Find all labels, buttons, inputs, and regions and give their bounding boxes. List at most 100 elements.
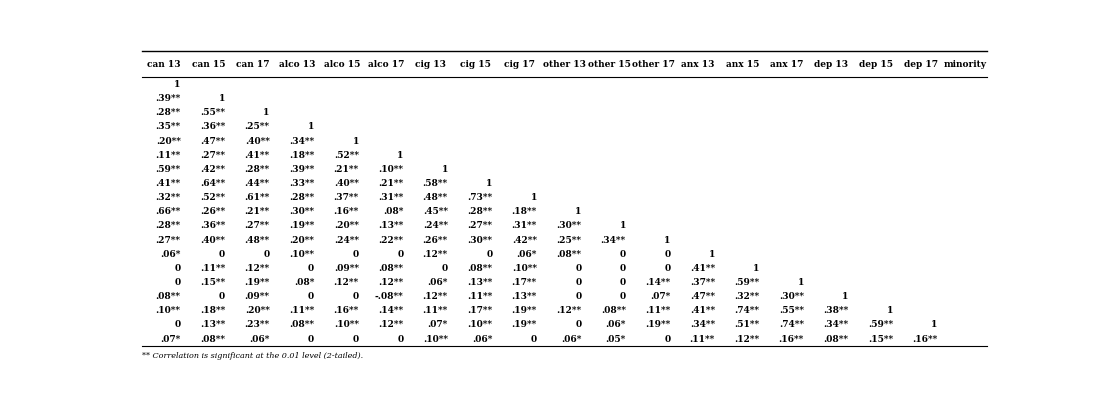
Text: 0: 0: [397, 250, 403, 259]
Text: .42**: .42**: [512, 235, 537, 245]
Text: .41**: .41**: [690, 306, 715, 315]
Text: .14**: .14**: [378, 306, 403, 315]
Text: .15**: .15**: [867, 334, 893, 344]
Text: .28**: .28**: [289, 193, 314, 202]
Text: .12**: .12**: [423, 250, 448, 259]
Text: .06*: .06*: [160, 250, 181, 259]
Text: .08**: .08**: [200, 334, 225, 344]
Text: .20**: .20**: [290, 235, 314, 245]
Text: .11**: .11**: [646, 306, 671, 315]
Text: .42**: .42**: [200, 165, 225, 174]
Text: .06*: .06*: [249, 334, 270, 344]
Text: .08**: .08**: [156, 292, 181, 301]
Text: alco 13: alco 13: [279, 60, 315, 69]
Text: .08**: .08**: [379, 264, 403, 273]
Text: .13**: .13**: [512, 292, 537, 301]
Text: .11**: .11**: [467, 292, 492, 301]
Text: 1: 1: [931, 320, 938, 329]
Text: .59**: .59**: [156, 165, 181, 174]
Text: 0: 0: [619, 250, 626, 259]
Text: .27**: .27**: [156, 235, 181, 245]
Text: 0: 0: [530, 334, 537, 344]
Text: .09**: .09**: [245, 292, 270, 301]
Text: .19**: .19**: [245, 278, 270, 287]
Text: .40**: .40**: [245, 137, 270, 146]
Text: .59**: .59**: [735, 278, 760, 287]
Text: 0: 0: [575, 278, 581, 287]
Text: .21**: .21**: [334, 165, 359, 174]
Text: .34**: .34**: [690, 320, 715, 329]
Text: anx 15: anx 15: [726, 60, 759, 69]
Text: 0: 0: [352, 292, 359, 301]
Text: 1: 1: [441, 165, 448, 174]
Text: .16**: .16**: [334, 306, 359, 315]
Text: .25**: .25**: [557, 235, 581, 245]
Text: 0: 0: [619, 278, 626, 287]
Text: other 13: other 13: [542, 60, 586, 69]
Text: .10**: .10**: [156, 306, 181, 315]
Text: .26**: .26**: [423, 235, 448, 245]
Text: 0: 0: [175, 264, 181, 273]
Text: .09**: .09**: [334, 264, 359, 273]
Text: .08*: .08*: [383, 207, 403, 216]
Text: .24**: .24**: [334, 235, 359, 245]
Text: .26**: .26**: [200, 207, 225, 216]
Text: .31**: .31**: [512, 221, 537, 231]
Text: anx 17: anx 17: [771, 60, 804, 69]
Text: .41**: .41**: [690, 264, 715, 273]
Text: .47**: .47**: [200, 137, 225, 146]
Text: alco 15: alco 15: [324, 60, 360, 69]
Text: .64**: .64**: [200, 179, 225, 188]
Text: .55**: .55**: [200, 108, 225, 117]
Text: 0: 0: [175, 278, 181, 287]
Text: .12**: .12**: [378, 278, 403, 287]
Text: .12**: .12**: [245, 264, 270, 273]
Text: .38**: .38**: [824, 306, 849, 315]
Text: .21**: .21**: [245, 207, 270, 216]
Text: .33**: .33**: [289, 179, 314, 188]
Text: .27**: .27**: [468, 221, 492, 231]
Text: .08**: .08**: [601, 306, 626, 315]
Text: .61**: .61**: [245, 193, 270, 202]
Text: .10**: .10**: [334, 320, 359, 329]
Text: other 17: other 17: [632, 60, 675, 69]
Text: .19**: .19**: [646, 320, 671, 329]
Text: .19**: .19**: [289, 221, 314, 231]
Text: 1: 1: [575, 207, 581, 216]
Text: .11**: .11**: [289, 306, 314, 315]
Text: 0: 0: [220, 250, 225, 259]
Text: .11**: .11**: [423, 306, 448, 315]
Text: .16**: .16**: [912, 334, 938, 344]
Text: .18**: .18**: [512, 207, 537, 216]
Text: .12**: .12**: [557, 306, 581, 315]
Text: 0: 0: [575, 320, 581, 329]
Text: .37**: .37**: [690, 278, 715, 287]
Text: .34**: .34**: [289, 137, 314, 146]
Text: .28**: .28**: [245, 165, 270, 174]
Text: .27**: .27**: [245, 221, 270, 231]
Text: .13**: .13**: [200, 320, 225, 329]
Text: .14**: .14**: [646, 278, 671, 287]
Text: .74**: .74**: [735, 306, 760, 315]
Text: .52**: .52**: [334, 151, 359, 160]
Text: .47**: .47**: [690, 292, 715, 301]
Text: .19**: .19**: [512, 320, 537, 329]
Text: .12**: .12**: [334, 278, 359, 287]
Text: .08**: .08**: [289, 320, 314, 329]
Text: .39**: .39**: [156, 94, 181, 103]
Text: 0: 0: [619, 264, 626, 273]
Text: 0: 0: [352, 250, 359, 259]
Text: cig 13: cig 13: [415, 60, 447, 69]
Text: .06*: .06*: [561, 334, 581, 344]
Text: 0: 0: [397, 334, 403, 344]
Text: .22**: .22**: [379, 235, 403, 245]
Text: .06*: .06*: [516, 250, 537, 259]
Text: .18**: .18**: [200, 306, 225, 315]
Text: .13**: .13**: [378, 221, 403, 231]
Text: .40**: .40**: [334, 179, 359, 188]
Text: .34**: .34**: [824, 320, 849, 329]
Text: .30**: .30**: [289, 207, 314, 216]
Text: 0: 0: [309, 264, 314, 273]
Text: .23**: .23**: [245, 320, 270, 329]
Text: .15**: .15**: [200, 278, 225, 287]
